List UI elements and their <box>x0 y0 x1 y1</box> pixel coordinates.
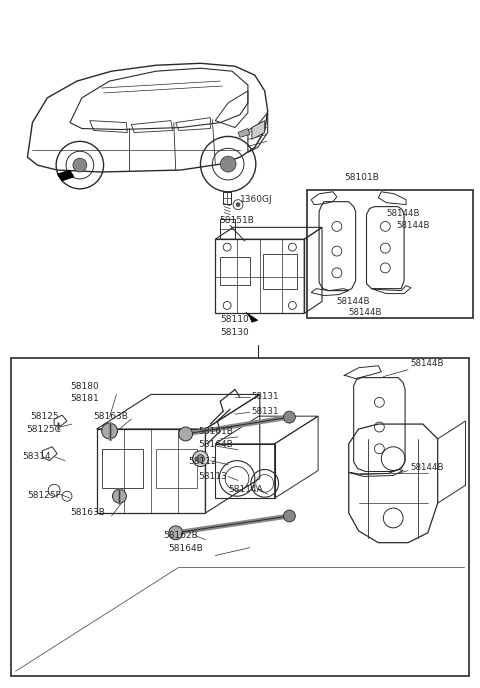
Text: 58130: 58130 <box>220 328 249 337</box>
Polygon shape <box>252 120 264 140</box>
Text: 58163B: 58163B <box>94 412 129 421</box>
Text: 58101B: 58101B <box>345 173 380 182</box>
Text: 58131: 58131 <box>252 392 279 401</box>
Bar <box>223 192 231 204</box>
Text: 58161B: 58161B <box>199 427 233 436</box>
Text: 58125: 58125 <box>30 412 59 421</box>
Bar <box>102 449 143 488</box>
Circle shape <box>112 489 126 503</box>
Bar <box>220 257 250 285</box>
Text: 58131: 58131 <box>252 407 279 416</box>
Polygon shape <box>246 312 258 322</box>
Polygon shape <box>238 129 250 138</box>
Bar <box>307 190 473 319</box>
Text: 58144B: 58144B <box>386 208 420 217</box>
Text: 58110: 58110 <box>220 315 249 324</box>
Text: 58180: 58180 <box>70 382 99 391</box>
Circle shape <box>284 411 295 423</box>
Bar <box>156 449 197 488</box>
Text: 58151B: 58151B <box>219 215 254 224</box>
Text: 58144B: 58144B <box>349 308 382 317</box>
Circle shape <box>192 451 208 466</box>
Circle shape <box>220 156 236 172</box>
Circle shape <box>73 158 87 172</box>
Text: 58144B: 58144B <box>410 358 444 367</box>
Circle shape <box>284 510 295 522</box>
Circle shape <box>236 203 240 206</box>
Text: 58164B: 58164B <box>168 544 203 552</box>
Text: 58162B: 58162B <box>163 531 198 540</box>
Text: 58144B: 58144B <box>396 222 430 230</box>
Text: 58181: 58181 <box>70 394 99 403</box>
Circle shape <box>179 427 192 441</box>
Bar <box>11 358 469 676</box>
Text: 58144B: 58144B <box>410 464 444 473</box>
Text: 58144B: 58144B <box>337 297 371 305</box>
Circle shape <box>196 455 204 462</box>
Text: 58314: 58314 <box>23 452 51 461</box>
Text: 58114A: 58114A <box>228 485 263 495</box>
Text: 58113: 58113 <box>199 471 227 480</box>
Text: 58112: 58112 <box>189 457 217 466</box>
Text: 58125C: 58125C <box>26 425 61 434</box>
Circle shape <box>102 423 118 439</box>
Polygon shape <box>57 170 74 181</box>
Bar <box>263 254 297 289</box>
Circle shape <box>169 526 183 539</box>
Text: 58125F: 58125F <box>27 491 61 500</box>
Text: 58164B: 58164B <box>199 440 233 449</box>
Text: 58163B: 58163B <box>70 508 105 517</box>
Text: 1360GJ: 1360GJ <box>240 195 273 204</box>
